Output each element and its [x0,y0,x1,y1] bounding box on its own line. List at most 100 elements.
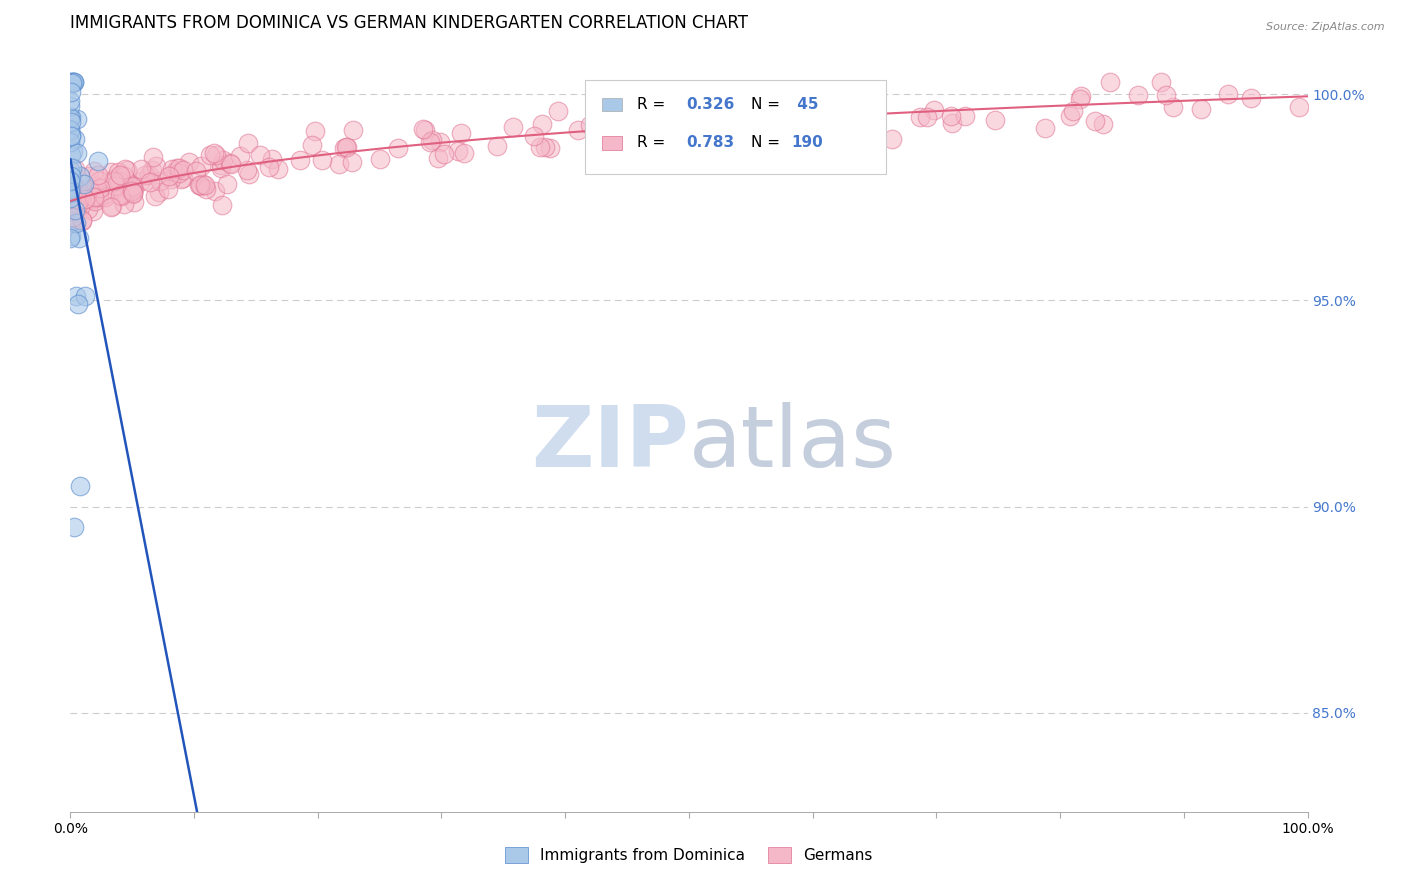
Point [420,133,443,147]
Point [335,140,357,154]
Point [76,188,98,202]
Point [941,110,963,124]
Point [100,165,122,179]
Point [336,140,359,154]
Point [103,172,125,186]
Point [63,202,86,217]
Point [86,178,108,193]
Point [579,118,602,132]
Point [59,218,82,232]
Point [60,229,83,244]
Point [427,151,450,165]
Point [59,180,82,194]
Point [523,128,546,143]
Point [60,128,83,143]
Point [87,169,110,183]
Point [117,163,139,178]
Point [65,216,87,230]
Point [567,123,589,137]
Point [148,186,170,200]
Point [880,132,903,146]
Point [124,195,146,210]
Point [83,188,105,202]
Point [432,147,454,161]
Point [59,75,82,89]
Point [219,156,242,170]
Point [114,161,136,176]
Point [82,192,104,206]
Text: R =: R = [637,97,671,112]
Point [149,174,172,188]
Point [790,99,813,113]
Point [205,148,228,162]
Point [62,145,84,159]
Point [66,201,89,215]
Point [138,168,160,182]
Point [67,231,90,245]
Point [69,169,91,184]
Point [249,147,271,161]
Point [60,86,83,100]
Point [122,180,145,194]
Point [260,152,283,166]
Point [104,179,127,194]
Point [160,161,183,176]
Text: ZIP: ZIP [531,402,689,485]
Point [60,178,83,192]
Point [547,104,569,119]
Point [59,171,82,186]
Point [333,141,356,155]
Point [419,135,441,149]
Point [219,157,242,171]
Point [73,192,96,206]
Point [131,174,153,188]
Point [922,103,945,117]
Point [59,115,82,129]
Point [450,126,472,140]
Text: N =: N = [751,97,780,112]
Point [62,210,84,224]
Point [59,178,82,192]
Point [447,144,470,158]
Point [170,172,193,186]
Point [794,101,817,115]
Point [538,141,561,155]
Point [62,204,84,219]
Point [606,116,628,130]
Point [157,182,180,196]
Point [202,146,225,161]
Point [1161,100,1184,114]
Point [828,121,851,136]
Point [304,124,326,138]
Text: Source: ZipAtlas.com: Source: ZipAtlas.com [1267,22,1385,32]
Point [1070,88,1092,103]
Point [1126,87,1149,102]
Point [139,175,162,189]
Point [79,182,101,196]
Point [236,163,259,178]
Point [69,187,91,202]
Point [669,111,692,125]
Point [60,196,83,211]
FancyBboxPatch shape [602,136,623,150]
Point [1154,87,1177,102]
Point [1240,91,1263,105]
Point [172,170,194,185]
Point [1084,114,1107,128]
Point [301,138,323,153]
Point [200,148,222,162]
Point [66,198,89,212]
Point [87,174,110,188]
Point [204,184,226,198]
Point [62,200,84,214]
Point [107,165,129,179]
Point [759,107,782,121]
Point [108,173,131,187]
Point [941,115,963,129]
Point [112,169,135,183]
Point [824,100,846,114]
Point [188,178,211,192]
Point [59,135,82,149]
Point [59,169,82,184]
Point [59,122,82,136]
